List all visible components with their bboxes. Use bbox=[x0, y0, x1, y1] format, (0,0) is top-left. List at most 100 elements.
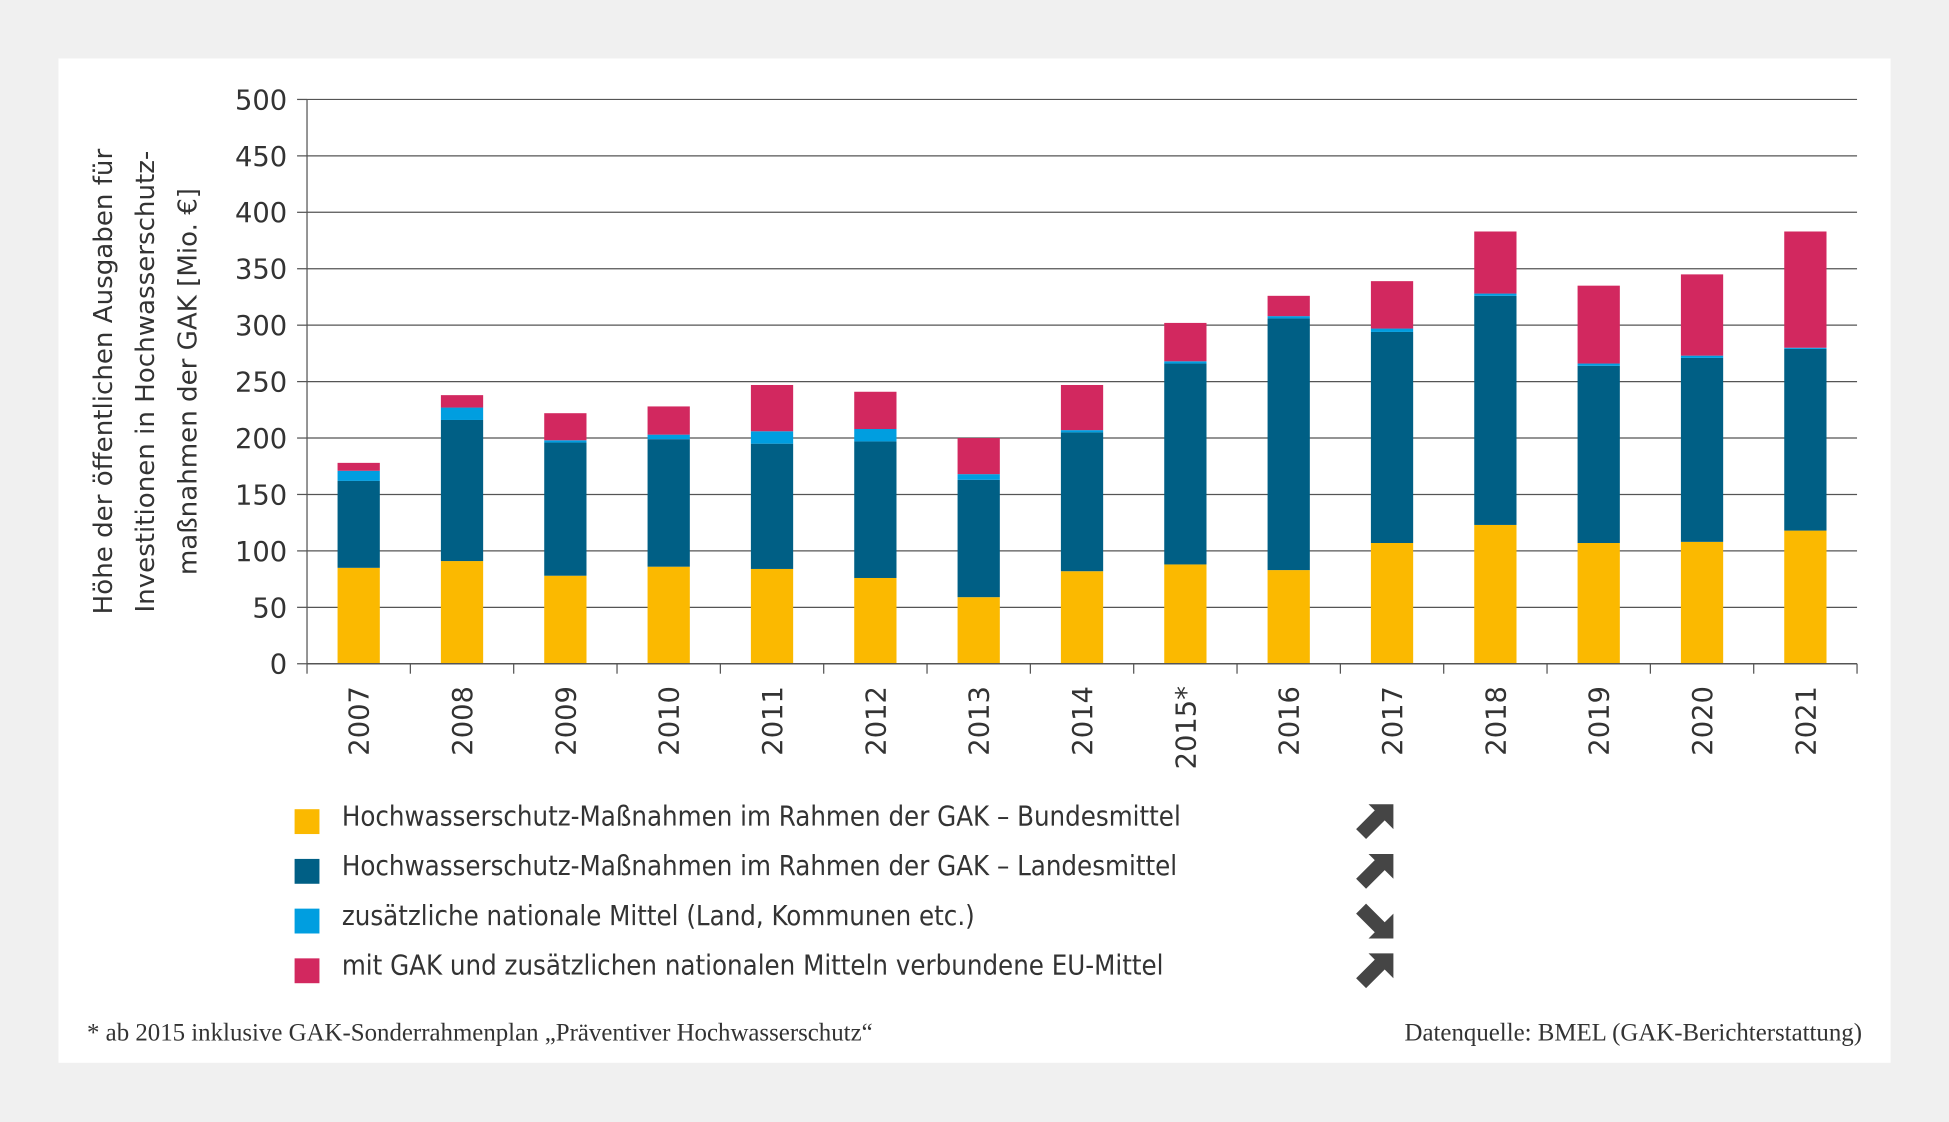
bar-2021-series-2 bbox=[1784, 347, 1827, 349]
bar-2018-series-1 bbox=[1474, 295, 1517, 525]
bar-2011-series-1 bbox=[750, 443, 794, 569]
bar-2012-series-2 bbox=[854, 429, 897, 442]
bar-2009-series-3 bbox=[544, 413, 587, 441]
bar-2020-series-2 bbox=[1680, 355, 1724, 358]
bar-2017-series-1 bbox=[1370, 331, 1414, 543]
y-axis-label: maßnahmen der GAK [Mio. €] bbox=[173, 188, 203, 575]
trend-up-arrow-icon bbox=[1351, 849, 1396, 894]
legend-item: zusätzliche nationale Mittel (Land, Komm… bbox=[294, 901, 1414, 939]
bar-2015*-series-2 bbox=[1164, 361, 1207, 364]
legend-label: zusätzliche nationale Mittel (Land, Komm… bbox=[341, 901, 975, 933]
bar-2009-series-1 bbox=[544, 442, 587, 576]
bar-2010-series-3 bbox=[647, 406, 690, 435]
bar-2011-series-2 bbox=[750, 431, 794, 444]
bar-2016-series-0 bbox=[1267, 570, 1310, 664]
y-tick-label: 250 bbox=[235, 368, 287, 399]
trend-up-arrow-icon bbox=[1351, 948, 1396, 993]
x-tick-label: 2007 bbox=[345, 686, 376, 756]
bar-2007-series-0 bbox=[337, 567, 380, 664]
x-tick-label: 2014 bbox=[1068, 686, 1099, 756]
bar-2021-series-0 bbox=[1784, 530, 1827, 664]
x-tick-label: 2020 bbox=[1688, 686, 1719, 756]
bar-2009-series-2 bbox=[544, 440, 587, 443]
bar-2014-series-0 bbox=[1060, 571, 1104, 664]
bar-2020-series-0 bbox=[1680, 541, 1724, 664]
bar-2010-series-1 bbox=[647, 439, 690, 567]
bar-2018-series-0 bbox=[1474, 524, 1517, 664]
legend-item: Hochwasserschutz-Maßnahmen im Rahmen der… bbox=[294, 801, 1414, 840]
bar-2007-series-2 bbox=[337, 470, 380, 481]
y-tick-label: 300 bbox=[235, 311, 287, 342]
bar-2015*-series-0 bbox=[1164, 564, 1207, 664]
x-tick-label: 2021 bbox=[1791, 686, 1822, 756]
bar-2017-series-3 bbox=[1370, 281, 1414, 329]
bar-2010-series-2 bbox=[647, 434, 690, 440]
bar-2017-series-0 bbox=[1370, 542, 1414, 664]
legend-swatch bbox=[294, 809, 320, 835]
bar-2015*-series-1 bbox=[1164, 363, 1207, 565]
x-tick-label: 2011 bbox=[758, 686, 789, 756]
legend-label: Hochwasserschutz-Maßnahmen im Rahmen der… bbox=[341, 851, 1178, 883]
bar-2008-series-3 bbox=[440, 395, 484, 408]
bar-2011-series-0 bbox=[750, 568, 794, 664]
y-tick-label: 500 bbox=[235, 85, 287, 116]
y-tick-label: 200 bbox=[235, 424, 287, 455]
y-tick-label: 0 bbox=[270, 650, 287, 681]
bar-2008-series-1 bbox=[440, 419, 484, 562]
bar-2019-series-3 bbox=[1577, 285, 1620, 364]
bar-2010-series-0 bbox=[647, 566, 690, 664]
x-tick-label: 2016 bbox=[1275, 686, 1306, 756]
x-tick-label: 2018 bbox=[1481, 686, 1512, 756]
legend-label: Hochwasserschutz-Maßnahmen im Rahmen der… bbox=[341, 801, 1181, 833]
x-tick-label: 2019 bbox=[1585, 686, 1616, 756]
y-tick-label: 50 bbox=[252, 593, 287, 624]
bar-2008-series-2 bbox=[440, 407, 484, 420]
bar-2019-series-0 bbox=[1577, 542, 1620, 664]
bar-2012-series-1 bbox=[854, 441, 897, 578]
x-tick-label: 2017 bbox=[1378, 686, 1409, 756]
y-tick-label: 150 bbox=[235, 480, 287, 511]
bar-2014-series-3 bbox=[1060, 384, 1104, 431]
y-tick-label: 400 bbox=[235, 198, 287, 229]
bar-2016-series-2 bbox=[1267, 316, 1310, 319]
bar-2013-series-0 bbox=[957, 597, 1000, 664]
bar-2018-series-2 bbox=[1474, 293, 1517, 296]
bar-2019-series-2 bbox=[1577, 363, 1620, 366]
bar-2014-series-1 bbox=[1060, 432, 1104, 572]
bar-2021-series-1 bbox=[1784, 348, 1827, 531]
bar-2008-series-0 bbox=[440, 561, 484, 664]
bar-2018-series-3 bbox=[1474, 231, 1517, 294]
legend-label: mit GAK und zusätzlichen nationalen Mitt… bbox=[341, 950, 1164, 982]
y-axis-label: Höhe der öffentlichen Ausgaben für bbox=[89, 149, 119, 615]
y-tick-label: 450 bbox=[235, 142, 287, 173]
bar-2011-series-3 bbox=[750, 384, 794, 432]
legend-item: Hochwasserschutz-Maßnahmen im Rahmen der… bbox=[294, 851, 1414, 889]
x-tick-label: 2009 bbox=[551, 686, 582, 756]
bar-2020-series-1 bbox=[1680, 357, 1724, 542]
bar-2021-series-3 bbox=[1784, 231, 1827, 348]
legend-swatch bbox=[294, 958, 320, 984]
bar-2014-series-2 bbox=[1060, 430, 1104, 433]
y-tick-label: 350 bbox=[235, 255, 287, 286]
bar-2012-series-0 bbox=[854, 577, 897, 664]
trend-down-arrow-icon bbox=[1351, 899, 1396, 944]
bar-2016-series-3 bbox=[1267, 295, 1310, 317]
bar-2013-series-2 bbox=[957, 474, 1000, 480]
bar-2013-series-1 bbox=[957, 479, 1000, 598]
y-tick-label: 100 bbox=[235, 537, 287, 568]
x-tick-label: 2013 bbox=[965, 686, 996, 756]
legend-item: mit GAK und zusätzlichen nationalen Mitt… bbox=[294, 950, 1414, 989]
x-tick-label: 2008 bbox=[448, 686, 479, 756]
legend-swatch bbox=[294, 858, 320, 884]
x-tick-label: 2015* bbox=[1171, 686, 1202, 769]
bar-2015*-series-3 bbox=[1164, 322, 1207, 362]
bar-2012-series-3 bbox=[854, 391, 897, 430]
bar-2019-series-1 bbox=[1577, 365, 1620, 543]
bar-2017-series-2 bbox=[1370, 328, 1414, 332]
bar-2016-series-1 bbox=[1267, 318, 1310, 571]
x-tick-label: 2010 bbox=[655, 686, 686, 756]
bar-2009-series-0 bbox=[544, 575, 587, 664]
bar-2007-series-3 bbox=[337, 462, 380, 471]
